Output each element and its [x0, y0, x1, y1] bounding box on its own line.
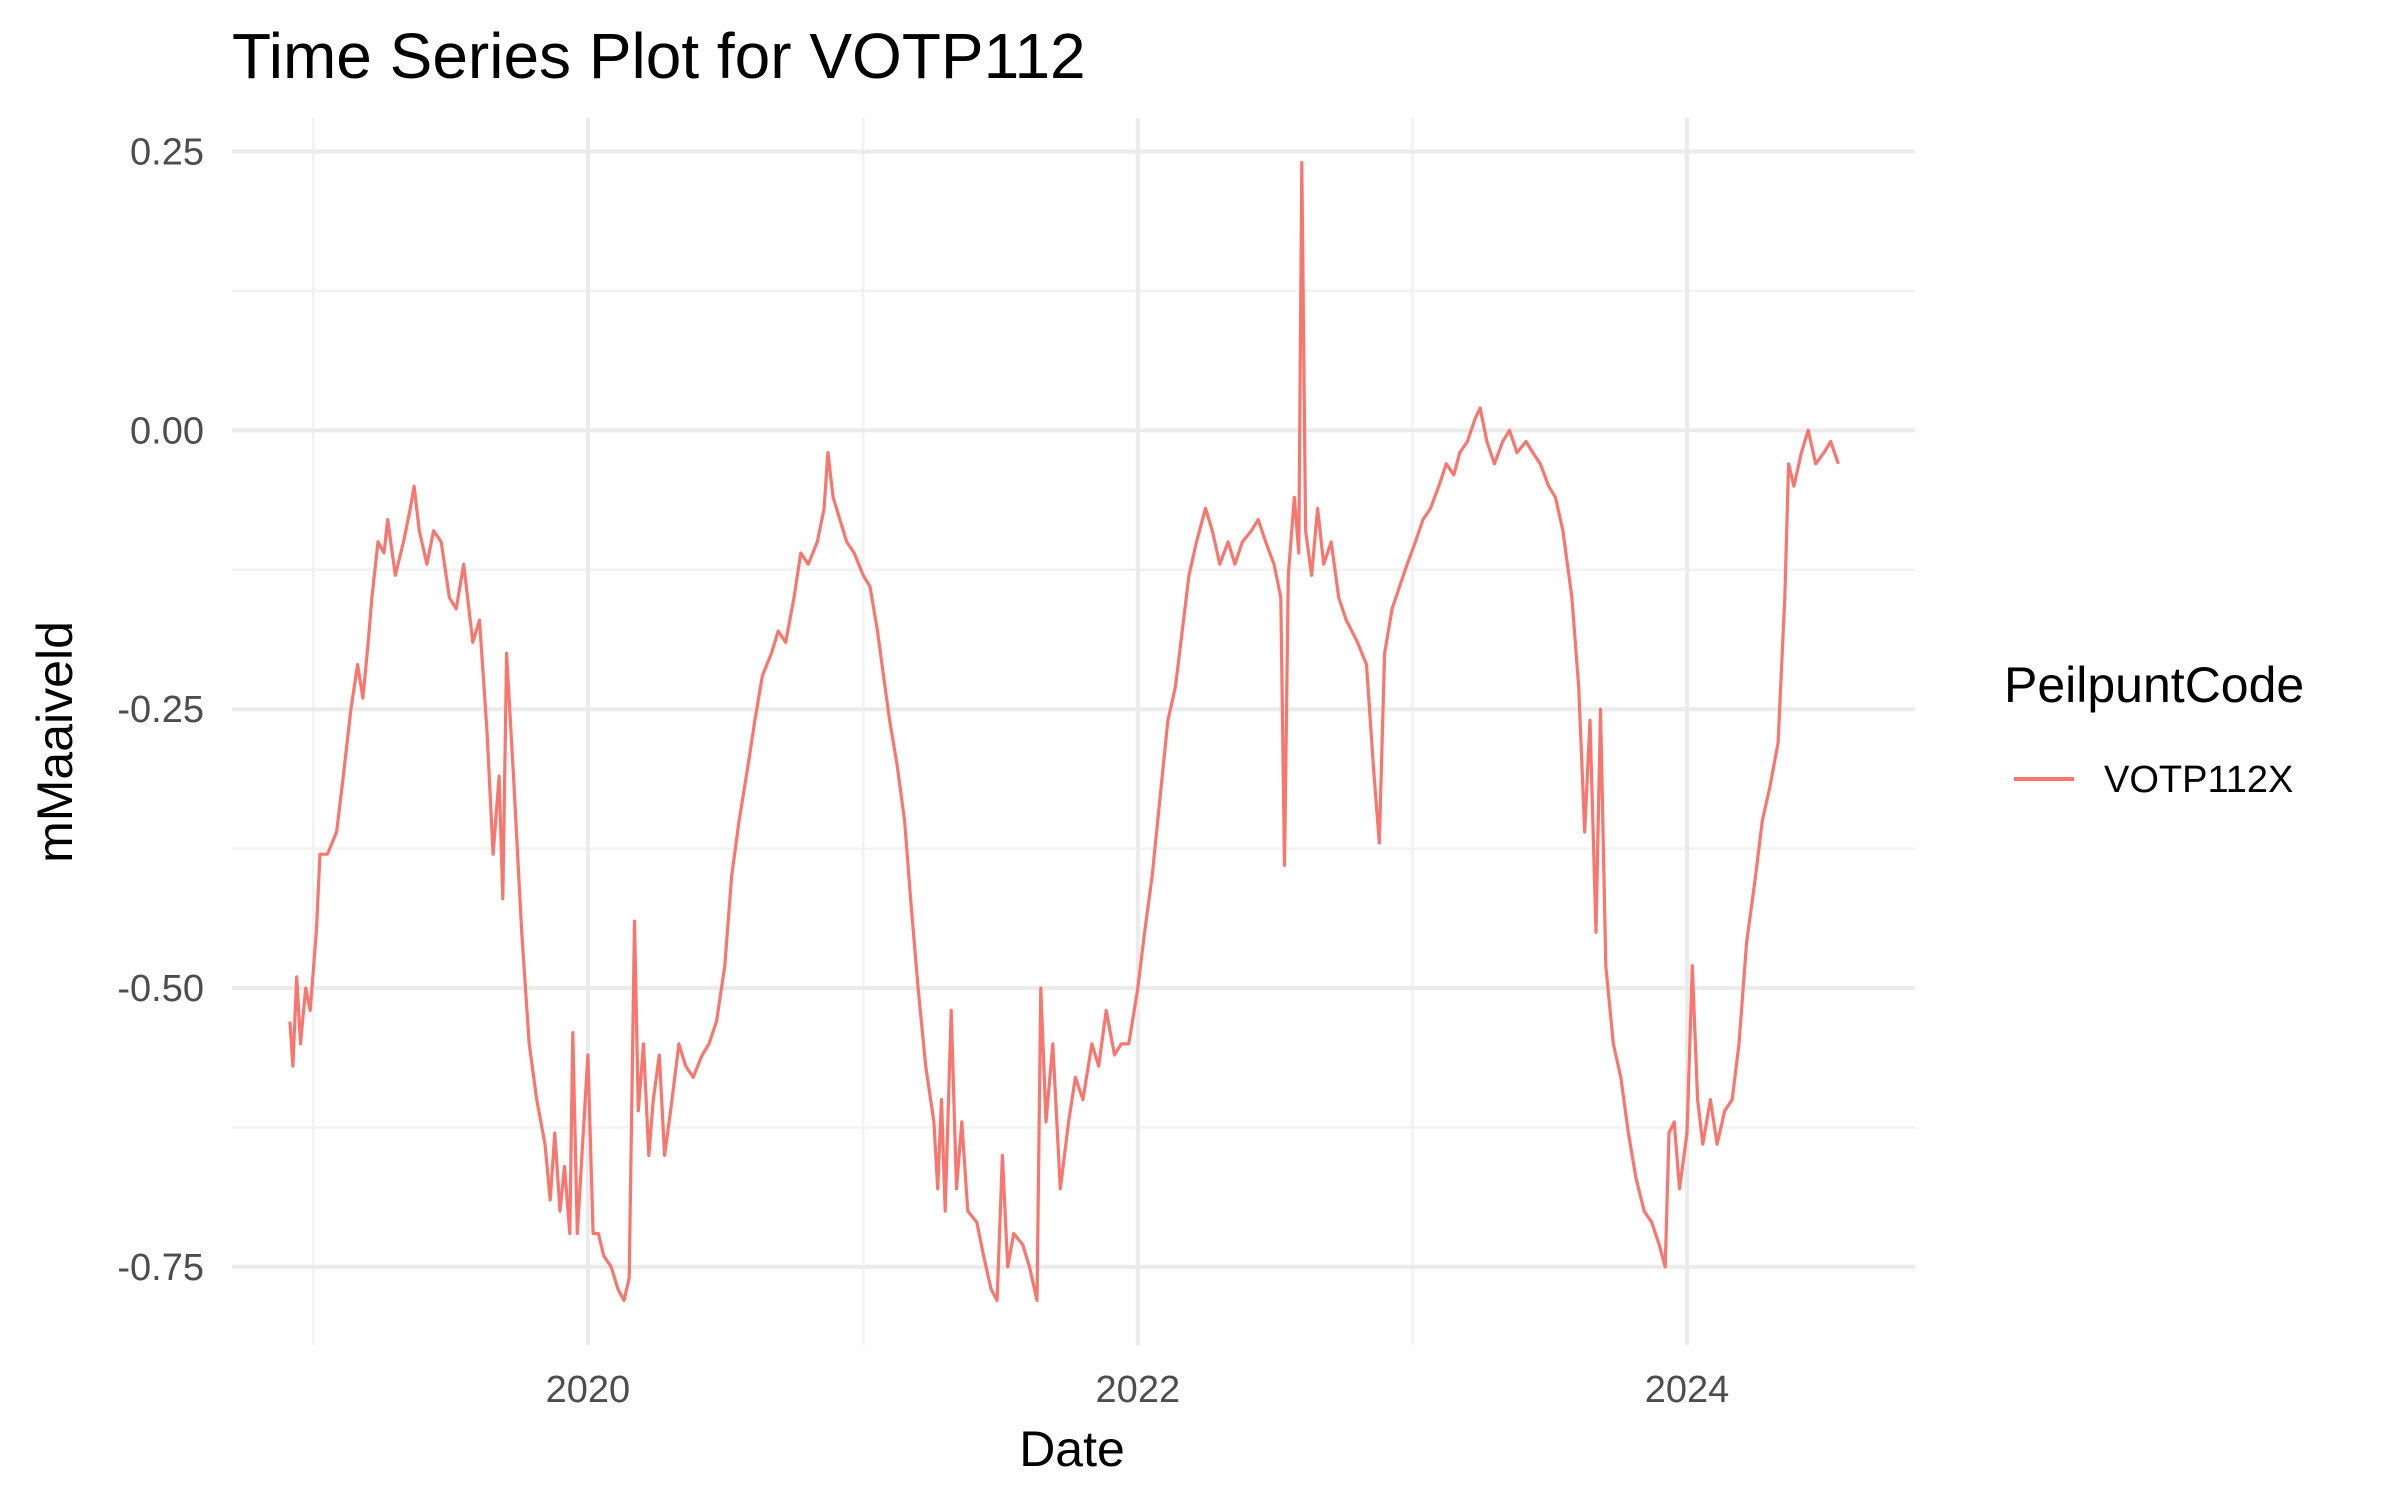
y-tick-label: -0.75: [117, 1247, 204, 1289]
legend: PeilpuntCode VOTP112X: [2004, 657, 2304, 801]
x-tick-label: 2022: [1096, 1369, 1181, 1411]
series-layer: [288, 161, 1840, 1303]
legend-label-votp112x: VOTP112X: [2104, 759, 2293, 801]
chart-title: Time Series Plot for VOTP112: [232, 20, 1086, 92]
grid: [232, 118, 1915, 1345]
legend-title: PeilpuntCode: [2004, 657, 2304, 713]
x-tick-label: 2020: [546, 1369, 631, 1411]
y-tick-label: 0.25: [130, 131, 204, 173]
x-axis-title: Date: [1019, 1421, 1125, 1477]
x-tick-label: 2024: [1645, 1369, 1730, 1411]
y-axis-title: mMaaiveld: [27, 621, 83, 863]
tick-labels: 2020 2022 2024 0.25 0.00 -0.25 -0.50 -0.75: [117, 131, 1729, 1411]
y-tick-label: -0.50: [117, 968, 204, 1010]
series-line-votp112x: [288, 161, 1840, 1303]
y-tick-label: -0.25: [117, 689, 204, 731]
y-tick-label: 0.00: [130, 410, 204, 452]
